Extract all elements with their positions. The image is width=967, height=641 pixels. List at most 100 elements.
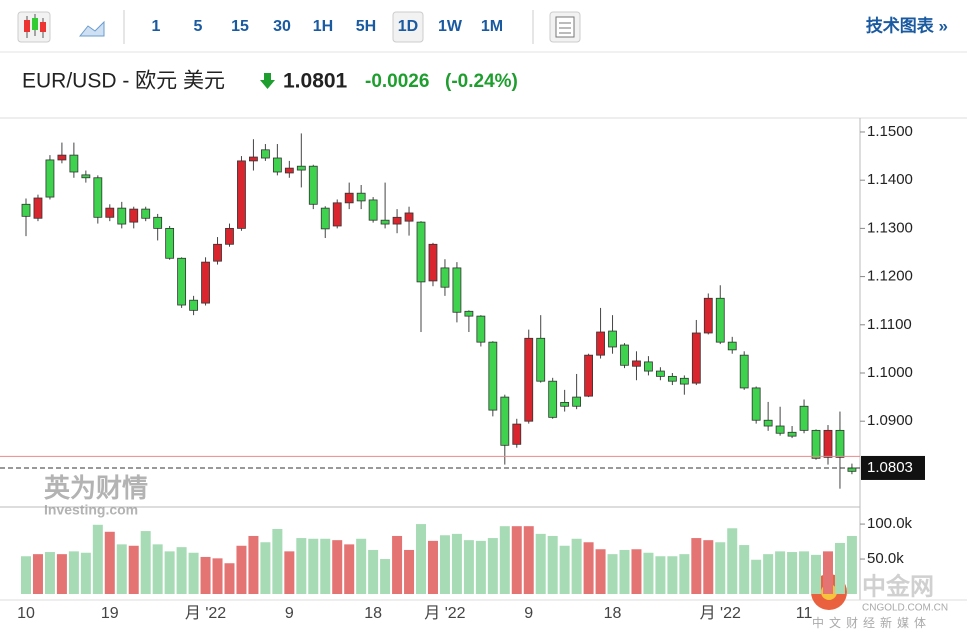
candle-body [45,159,55,198]
candle-body [69,154,79,173]
candle-body [404,212,414,222]
volume-bar [404,549,415,594]
symbol: EUR/USD - 欧元 美元 [22,70,225,93]
candle-body [284,167,294,174]
candle-icon-button[interactable] [17,11,51,43]
volume-bar [140,531,151,594]
volume-bar [679,554,690,594]
candle-body [428,243,438,282]
candle-body [201,261,210,304]
volume-bar [188,552,199,594]
volume-bar [751,559,762,594]
candle-body [763,419,773,427]
interval-button[interactable]: 1D [398,18,418,35]
volume-bar [224,563,235,594]
x-tick-label: 19 [101,605,119,622]
candle-body [189,299,198,311]
candle-body [847,467,857,472]
candle-body [344,192,354,204]
volume-bar [691,538,702,594]
candle-body [703,297,713,334]
interval-button[interactable]: 1W [438,18,463,35]
volume-bar [703,540,714,594]
candle-body [596,331,605,356]
volume-bar [834,542,845,594]
candle-body [679,377,689,385]
volume-bar [583,542,594,594]
volume-bar [619,549,630,594]
candle-body [249,156,258,162]
y-tick-label: 1.1400 [867,171,913,188]
x-tick-label: 18 [364,605,382,622]
candle-body [799,405,809,431]
volume-bar [739,545,750,594]
volume-bar [416,524,427,594]
volume-bar [511,526,522,594]
candle-body [177,257,187,306]
volume-bar [487,538,498,594]
volume-bar [799,551,810,594]
candle-body [656,370,665,377]
candle-body [332,202,342,227]
candle-body [260,149,270,159]
interval-button[interactable]: 5 [194,18,203,35]
candle-body [560,401,570,407]
volume-bar [667,556,678,594]
candle-body [644,361,653,372]
x-tick-label: 月 '22 [700,605,741,622]
candle-body [739,354,749,389]
candle-body [165,227,175,259]
volume-bar [236,545,247,594]
candle-body [141,208,151,219]
volume-bar [787,552,798,594]
candle-body [368,199,378,221]
icon-part [40,22,46,32]
y-tick-label: 1.1300 [867,219,913,236]
technical-chart-link[interactable]: 技术图表 » [866,15,948,35]
interval-button[interactable]: 30 [273,18,291,35]
volume-bar [200,556,211,594]
candle-body [272,157,282,173]
interval-button[interactable]: 1H [313,18,333,35]
candle-body [835,429,845,458]
volume-bar [463,540,474,594]
y-tick-label: 1.0900 [867,412,913,429]
candle-body [608,330,617,348]
watermark: 中文财经新媒体 [812,615,931,630]
interval-button[interactable]: 5H [356,18,376,35]
volume-tick-label: 100.0k [867,515,913,532]
x-tick-label: 月 '22 [185,605,226,622]
candle-body [715,297,725,343]
candle-body [512,423,522,445]
interval-button[interactable]: 15 [231,18,249,35]
candle-body [237,160,246,229]
watermark: 英为财情 [44,473,148,503]
volume-bar [607,554,618,594]
candle-body [57,154,67,161]
y-tick-label: 1.1000 [867,364,913,381]
candle-body [476,315,486,343]
volume-bar [547,535,558,594]
toolbar [0,0,967,52]
candle-body [464,310,474,317]
volume-bar [571,538,582,594]
interval-button[interactable]: 1 [152,18,161,35]
watermark: Investing.com [44,502,138,518]
x-tick-label: 11 [796,605,813,622]
y-tick-label: 1.1500 [867,123,913,140]
settings-icon-button[interactable] [549,11,581,43]
y-tick-label: 1.1200 [867,268,913,285]
interval-button[interactable]: 1M [481,18,503,35]
volume-bar [128,545,139,594]
volume-bar [523,526,534,594]
candle-body [632,360,641,367]
volume-bar [763,554,774,594]
volume-bar [164,551,175,594]
area-icon-button[interactable] [78,20,105,37]
price: 1.0801 [283,70,348,93]
volume-bar [260,542,271,594]
volume-bar [296,538,307,594]
watermark: 中金网 [862,572,934,600]
change-percent: (-0.24%) [445,71,518,92]
volume-bar [475,540,486,594]
